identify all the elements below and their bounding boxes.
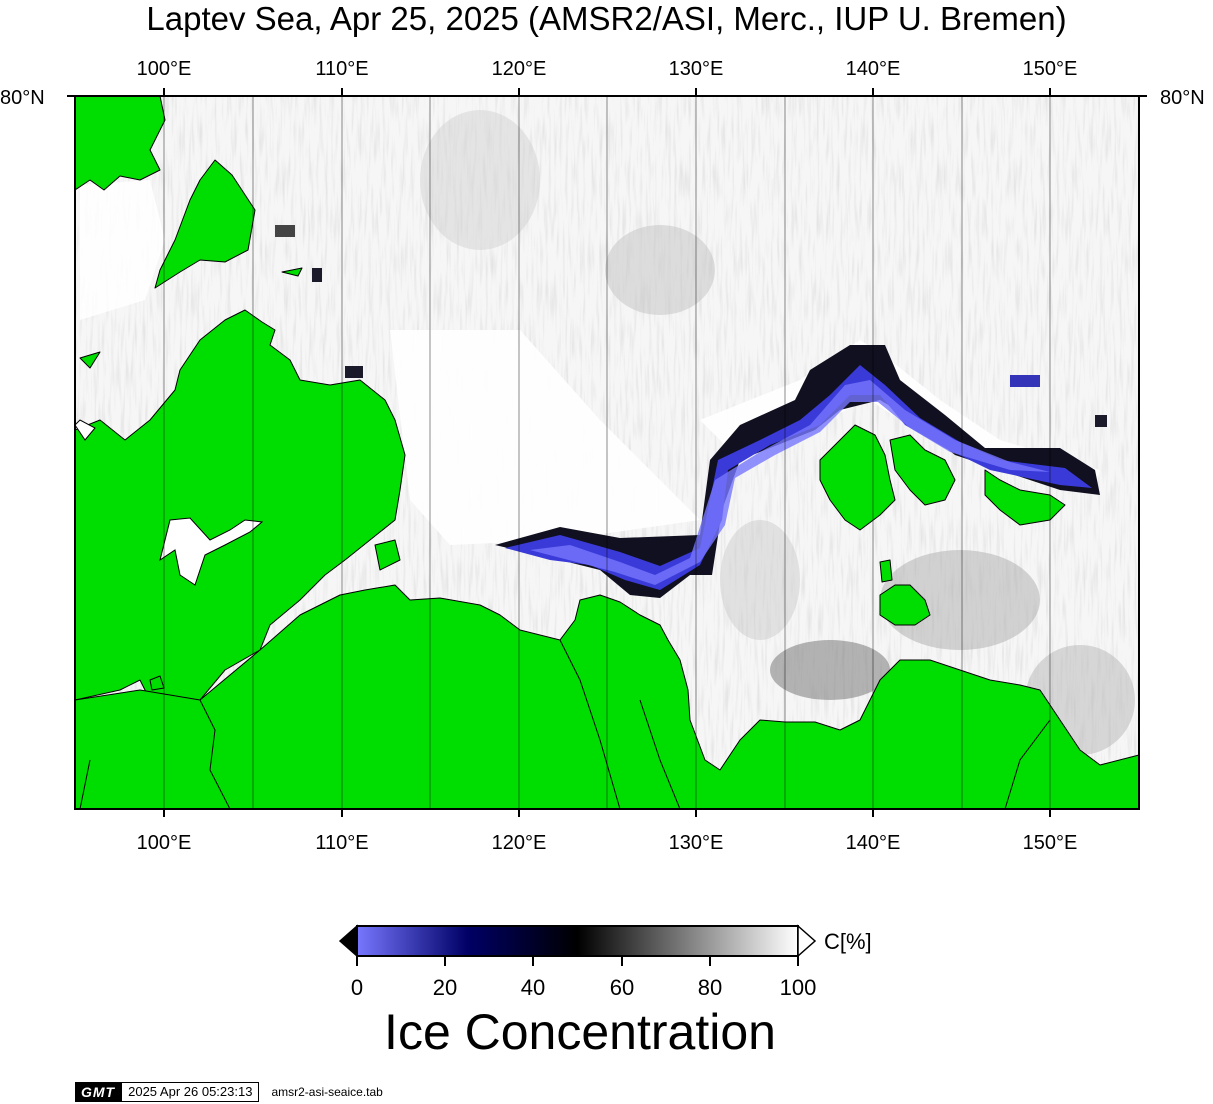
- land-lyakhovsky-island: [879, 584, 931, 626]
- map-frame: [74, 95, 1140, 810]
- polynya-central: [390, 330, 700, 545]
- colorbar-gradient: [356, 925, 799, 957]
- gmt-logo: GMT: [75, 1082, 122, 1102]
- lon-label-bottom-120: 120°E: [491, 832, 547, 854]
- ice-patch: [420, 110, 540, 250]
- land-kotelny-island: [819, 424, 896, 531]
- ice-patch: [880, 550, 1040, 650]
- lead-dark-small: [1095, 415, 1107, 427]
- land-faddeyevsky-island: [889, 434, 956, 506]
- lon-label-top-100: 100°E: [136, 58, 192, 80]
- land-island-small: [879, 559, 893, 583]
- lon-label-top-130: 130°E: [668, 58, 724, 80]
- ice-patch: [770, 640, 890, 700]
- lat-label-right: 80°N: [1160, 87, 1205, 109]
- lon-label-top-150: 150°E: [1022, 58, 1078, 80]
- lead-dark-small: [312, 268, 322, 282]
- source-file: amsr2-asi-seaice.tab: [271, 1085, 383, 1099]
- colorbar-title: Ice Concentration: [384, 1004, 776, 1060]
- colorbar-left-triangle: [338, 924, 358, 958]
- lead-dark-small: [275, 225, 295, 237]
- land-severnaya-zemlya-west: [75, 96, 166, 191]
- lead-blue-small: [1010, 375, 1040, 387]
- colorbar-right-triangle: [797, 924, 817, 958]
- colorbar-tick-40: 40: [520, 975, 546, 1000]
- lon-label-top-110: 110°E: [315, 58, 369, 80]
- map-title: Laptev Sea, Apr 25, 2025 (AMSR2/ASI, Mer…: [146, 0, 1067, 37]
- colorbar: [338, 924, 817, 966]
- bay: [159, 517, 264, 586]
- lat-label-left: 80°N: [0, 87, 45, 109]
- lon-label-bottom-100: 100°E: [136, 832, 192, 854]
- river: [559, 639, 621, 809]
- timestamp: 2025 Apr 26 05:23:13: [121, 1082, 260, 1102]
- colorbar-tick-80: 80: [697, 975, 723, 1000]
- ice-patch: [605, 225, 715, 315]
- lon-label-bottom-130: 130°E: [668, 832, 724, 854]
- polynya-west: [80, 180, 165, 320]
- land-severnaya-zemlya-east: [154, 159, 256, 289]
- river: [199, 699, 231, 809]
- colorbar-tick-60: 60: [609, 975, 635, 1000]
- river: [79, 759, 91, 809]
- lon-label-top-120: 120°E: [491, 58, 547, 80]
- flaw-lead-dark: [495, 345, 1100, 598]
- land-island-small: [281, 267, 303, 277]
- colorbar-tick-100: 100: [779, 975, 817, 1000]
- lead-dark-small: [345, 366, 363, 378]
- river: [1004, 719, 1051, 809]
- lon-label-bottom-140: 140°E: [845, 832, 901, 854]
- ice-patch: [720, 520, 800, 640]
- gmt-footer: GMT 2025 Apr 26 05:23:13 amsr2-asi-seaic…: [75, 1081, 383, 1103]
- flaw-lead-highlight: [530, 380, 1050, 585]
- colorbar-tick-20: 20: [432, 975, 458, 1000]
- lon-label-bottom-110: 110°E: [315, 832, 369, 854]
- river: [639, 699, 681, 809]
- colorbar-tick-0: 0: [350, 975, 364, 1000]
- lon-label-top-140: 140°E: [845, 58, 901, 80]
- land-new-siberia-island: [984, 469, 1066, 526]
- colorbar-unit-label: C[%]: [824, 929, 872, 954]
- land-island-small: [374, 539, 401, 571]
- bay: [75, 419, 96, 441]
- lon-label-bottom-150: 150°E: [1022, 832, 1078, 854]
- land-island-small: [79, 351, 101, 369]
